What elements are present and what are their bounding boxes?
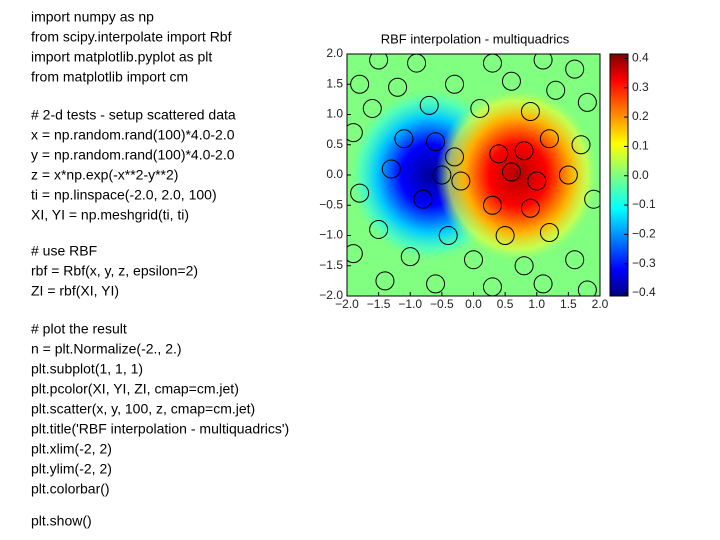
point xyxy=(533,274,553,294)
y-tick-label: 2.0 xyxy=(326,46,343,60)
colorbar-tick-label: −0.3 xyxy=(632,256,656,270)
colorbar-tick-label: −0.2 xyxy=(632,227,656,241)
code-line: # plot the result xyxy=(31,321,127,337)
x-tick-label: 0.5 xyxy=(497,297,514,311)
point xyxy=(571,135,591,155)
point xyxy=(520,101,540,121)
point xyxy=(381,159,401,179)
colorbar-tick-label: 0.4 xyxy=(632,51,649,65)
code-line: y = np.random.rand(100)*4.0-2.0 xyxy=(31,147,235,163)
x-tick-label: −2.0 xyxy=(335,297,359,311)
point xyxy=(546,80,566,100)
code-line: plt.xlim(-2, 2) xyxy=(31,441,112,457)
point xyxy=(501,71,521,91)
colorbar-tick-label: 0.3 xyxy=(632,80,649,94)
point xyxy=(394,129,414,149)
point xyxy=(565,250,585,270)
point xyxy=(426,132,446,152)
code-line: plt.subplot(1, 1, 1) xyxy=(31,361,143,377)
point xyxy=(501,162,521,182)
colorbar-tick-label: −0.4 xyxy=(632,285,656,299)
point xyxy=(584,189,600,209)
point xyxy=(413,189,433,209)
point xyxy=(527,171,547,191)
code-line: z = x*np.exp(-x**2-y**2) xyxy=(31,167,178,183)
colorbar-tick-label: 0.1 xyxy=(632,139,649,153)
x-tick-label: 1.0 xyxy=(528,297,545,311)
point xyxy=(539,129,559,149)
code-line: # use RBF xyxy=(31,243,97,259)
point xyxy=(438,226,458,245)
point xyxy=(445,74,465,94)
code-line: plt.pcolor(XI, YI, ZI, cmap=cm.jet) xyxy=(31,381,239,397)
y-tick-label: 1.0 xyxy=(326,107,343,121)
point xyxy=(495,226,515,245)
point xyxy=(451,171,471,191)
point xyxy=(350,183,370,203)
code-line: plt.scatter(x, y, 100, z, cmap=cm.jet) xyxy=(31,401,255,417)
colorbar-tick-label: −0.1 xyxy=(632,197,656,211)
code-line: x = np.random.rand(100)*4.0-2.0 xyxy=(31,127,235,143)
chart-title: RBF interpolation - multiquadrics xyxy=(381,31,570,46)
code-line: plt.colorbar() xyxy=(31,481,110,497)
point xyxy=(375,271,395,291)
point xyxy=(347,123,363,143)
code-line: from scipy.interpolate import Rbf xyxy=(31,29,232,45)
x-tick-label: 2.0 xyxy=(592,297,609,311)
point xyxy=(426,274,446,294)
point xyxy=(388,77,408,97)
point xyxy=(347,244,363,264)
point xyxy=(400,247,420,267)
code-line: XI, YI = np.meshgrid(ti, ti) xyxy=(31,207,189,223)
point xyxy=(445,147,465,167)
point xyxy=(470,98,490,118)
code-line: ZI = rbf(XI, YI) xyxy=(31,283,119,299)
point xyxy=(489,144,509,164)
point xyxy=(369,54,389,70)
point xyxy=(464,250,483,270)
point xyxy=(369,219,389,239)
code-line: n = plt.Normalize(-2., 2.) xyxy=(31,341,182,357)
colorbar-tick-label: 0.2 xyxy=(632,109,649,123)
point xyxy=(362,98,382,118)
x-tick-label: −1.5 xyxy=(367,297,391,311)
point xyxy=(514,141,534,161)
y-tick-label: −2.0 xyxy=(319,288,343,302)
x-tick-label: −0.5 xyxy=(430,297,454,311)
point xyxy=(565,59,585,79)
y-tick-label: −1.5 xyxy=(319,258,343,272)
y-tick-label: 0.0 xyxy=(326,167,343,181)
code-line: ti = np.linspace(-2.0, 2.0, 100) xyxy=(31,187,217,203)
y-tick-label: −0.5 xyxy=(319,197,343,211)
point xyxy=(520,198,540,218)
point xyxy=(482,195,502,215)
code-line: from matplotlib import cm xyxy=(31,69,188,85)
code-line: plt.show() xyxy=(31,513,92,529)
point xyxy=(539,222,559,242)
point xyxy=(419,95,439,115)
code-line: import numpy as np xyxy=(31,9,154,25)
colorbar xyxy=(609,53,629,297)
x-tick-label: −1.0 xyxy=(398,297,422,311)
code-line: rbf = Rbf(x, y, z, epsilon=2) xyxy=(31,263,198,279)
y-tick-label: 1.5 xyxy=(326,76,343,90)
code-line: plt.ylim(-2, 2) xyxy=(31,461,112,477)
point xyxy=(577,92,597,112)
y-tick-label: 0.5 xyxy=(326,137,343,151)
colorbar-tick-label: 0.0 xyxy=(632,168,649,182)
code-line: import matplotlib.pyplot as plt xyxy=(31,49,212,65)
point xyxy=(533,54,553,70)
point xyxy=(577,280,597,296)
point xyxy=(558,165,578,185)
heatmap xyxy=(347,54,600,296)
x-tick-label: 0.0 xyxy=(465,297,482,311)
x-tick-label: 1.5 xyxy=(560,297,577,311)
y-tick-label: −1.0 xyxy=(319,228,343,242)
point xyxy=(514,256,534,276)
code-line: plt.title('RBF interpolation - multiquad… xyxy=(31,421,289,437)
code-line: # 2-d tests - setup scattered data xyxy=(31,107,236,123)
point xyxy=(432,165,452,185)
